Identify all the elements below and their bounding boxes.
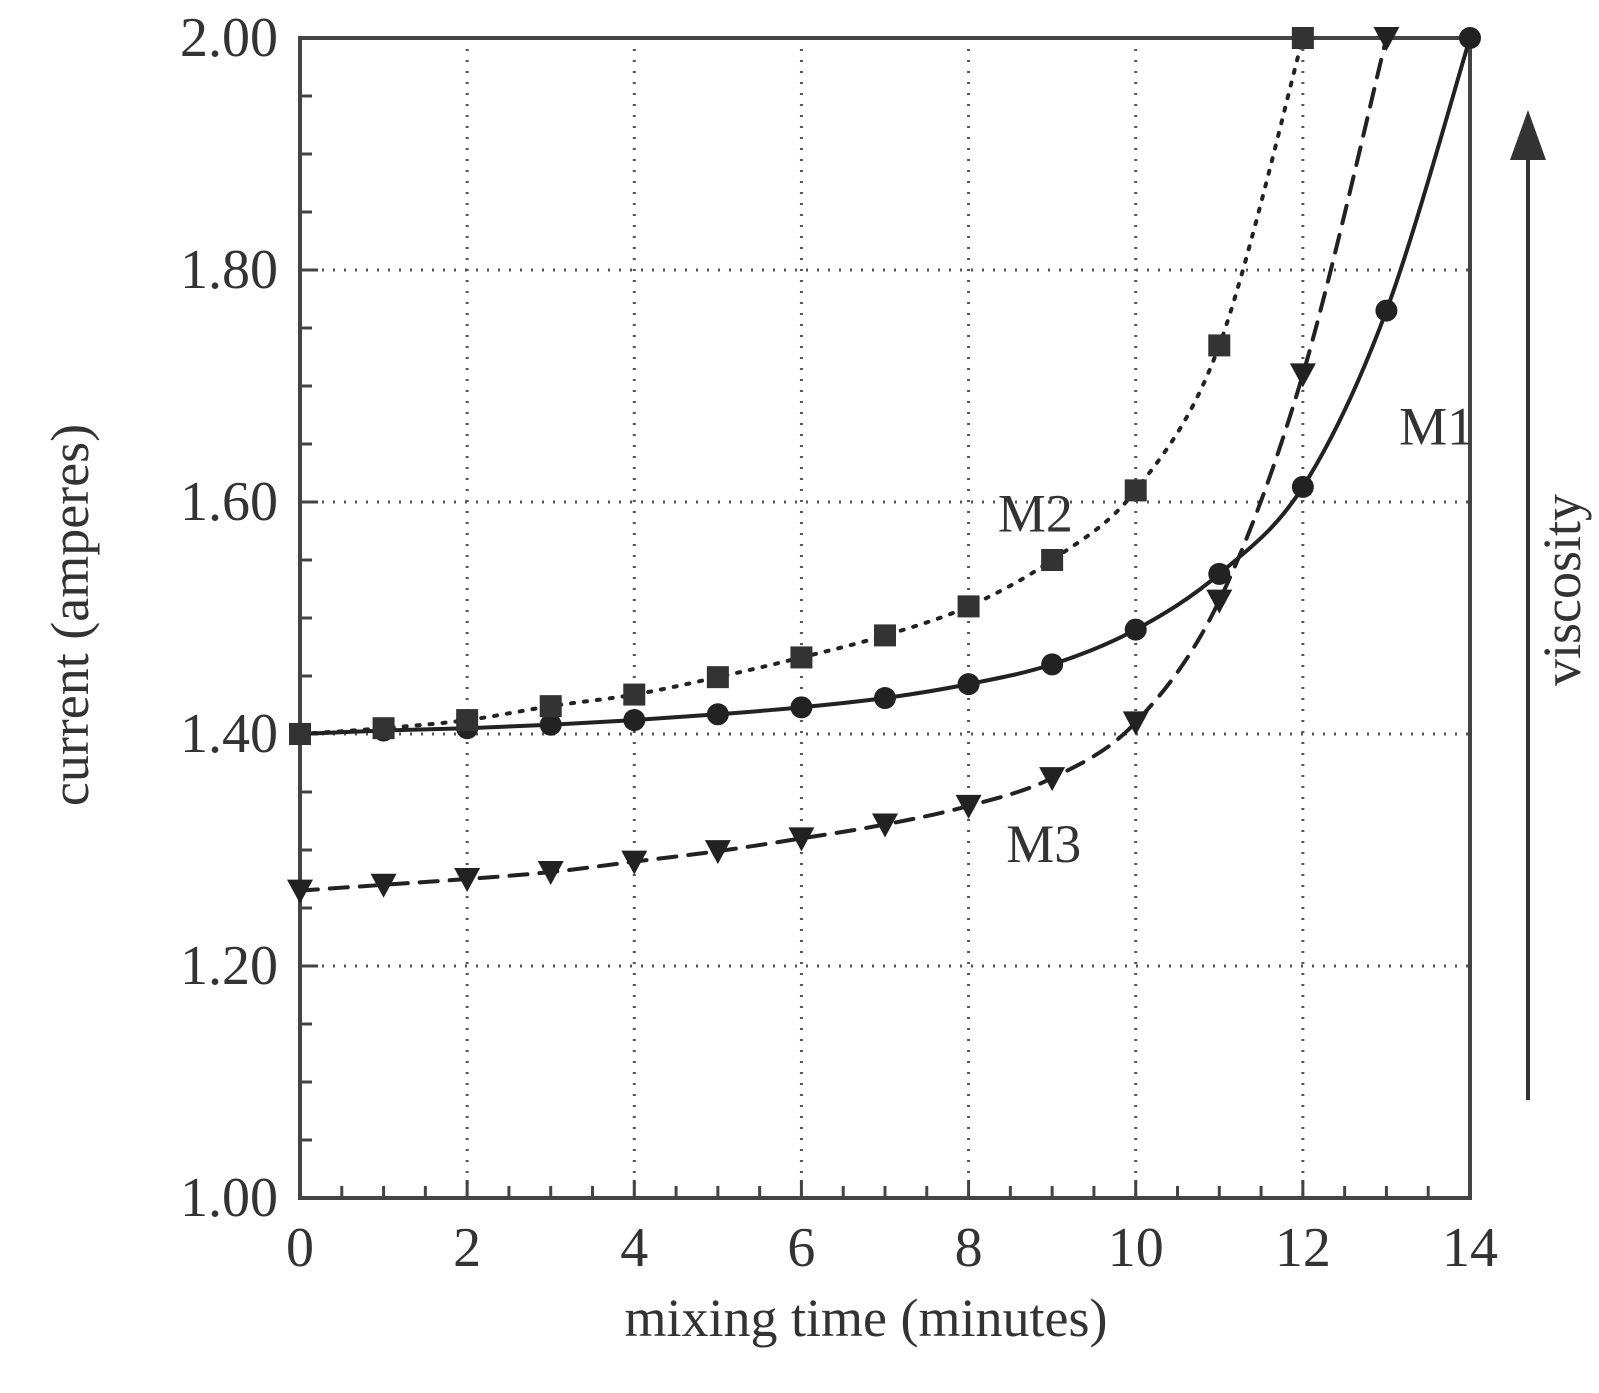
y-tick-label: 1.60 <box>180 471 278 533</box>
series-label-m2: M2 <box>998 484 1073 544</box>
x-tick-label: 0 <box>286 1217 314 1279</box>
data-point-m2 <box>790 646 813 669</box>
data-point-m1 <box>1208 562 1231 585</box>
data-point-m1 <box>1041 653 1064 676</box>
data-point-m3 <box>1206 589 1233 614</box>
data-point-m1 <box>1459 27 1481 49</box>
viscosity-arrowhead-icon <box>1510 110 1546 160</box>
x-tick-label: 12 <box>1275 1217 1331 1279</box>
data-point-m3 <box>621 850 648 875</box>
data-point-m1 <box>539 713 562 736</box>
label-layer: 0 2 4 6 8 10 12 14 1.00 1.20 1.40 1.60 1.80 2.00 M1 M2 M… <box>180 7 1498 1279</box>
data-point-m1 <box>1291 475 1314 498</box>
x-axis-title: mixing time (minutes) <box>625 1288 1108 1348</box>
x-tick-label: 6 <box>787 1217 815 1279</box>
series-label-m3: M3 <box>1006 814 1081 874</box>
data-point-m3 <box>704 840 731 865</box>
series-label-m1: M1 <box>1399 397 1474 457</box>
x-tick-label: 8 <box>955 1217 983 1279</box>
x-tick-label: 2 <box>453 1217 481 1279</box>
x-tick-label: 10 <box>1108 1217 1164 1279</box>
data-point-m2 <box>706 666 729 689</box>
data-point-m1 <box>706 703 729 726</box>
y-axis-title: current (amperes) <box>40 424 100 806</box>
series-line-m2 <box>298 36 1305 736</box>
data-point-m3 <box>454 868 481 892</box>
axis-layer <box>298 36 1472 1200</box>
data-point-m1 <box>957 673 980 696</box>
viscosity-arrow <box>1510 110 1546 1100</box>
x-tick-label: 4 <box>620 1217 648 1279</box>
data-point-m2 <box>1291 27 1314 49</box>
data-point-m1 <box>1375 299 1398 322</box>
viscosity-label: viscosity <box>1532 494 1592 686</box>
series-line-m1 <box>299 37 1472 736</box>
data-point-m2 <box>957 595 980 618</box>
data-point-m1 <box>790 696 813 719</box>
data-point-m2 <box>874 624 896 647</box>
data-point-m3 <box>370 873 397 898</box>
y-tick-label: 1.20 <box>180 935 278 997</box>
data-point-m2 <box>1041 549 1064 571</box>
y-tick-label: 1.80 <box>180 239 278 301</box>
plot-frame <box>298 36 1472 1200</box>
data-point-m3 <box>872 813 898 838</box>
data-point-m3 <box>1289 363 1316 388</box>
data-point-m1 <box>874 687 896 710</box>
y-tick-label: 1.00 <box>180 1167 278 1229</box>
data-point-m3 <box>1122 711 1149 736</box>
data-point-m3 <box>537 861 564 886</box>
data-point-m3 <box>1373 27 1400 51</box>
series-line-m3 <box>298 36 1389 893</box>
data-point-m2 <box>1208 334 1231 357</box>
data-point-m1 <box>623 709 646 732</box>
data-point-m1 <box>1124 618 1147 641</box>
data-point-m2 <box>1124 479 1147 502</box>
y-tick-label: 1.40 <box>180 703 278 765</box>
data-point-m2 <box>289 723 311 745</box>
data-point-m3 <box>1039 767 1066 792</box>
data-point-m2 <box>539 695 562 718</box>
data-point-m3 <box>287 879 313 904</box>
grid-layer <box>300 38 1470 1198</box>
y-tick-label: 2.00 <box>180 7 278 69</box>
x-tick-label: 14 <box>1442 1217 1498 1279</box>
series-layer <box>287 27 1481 904</box>
data-point-m2 <box>623 683 646 706</box>
data-point-m2 <box>456 709 479 732</box>
data-point-m3 <box>955 794 982 819</box>
data-point-m2 <box>372 717 395 740</box>
data-point-m3 <box>788 827 815 852</box>
